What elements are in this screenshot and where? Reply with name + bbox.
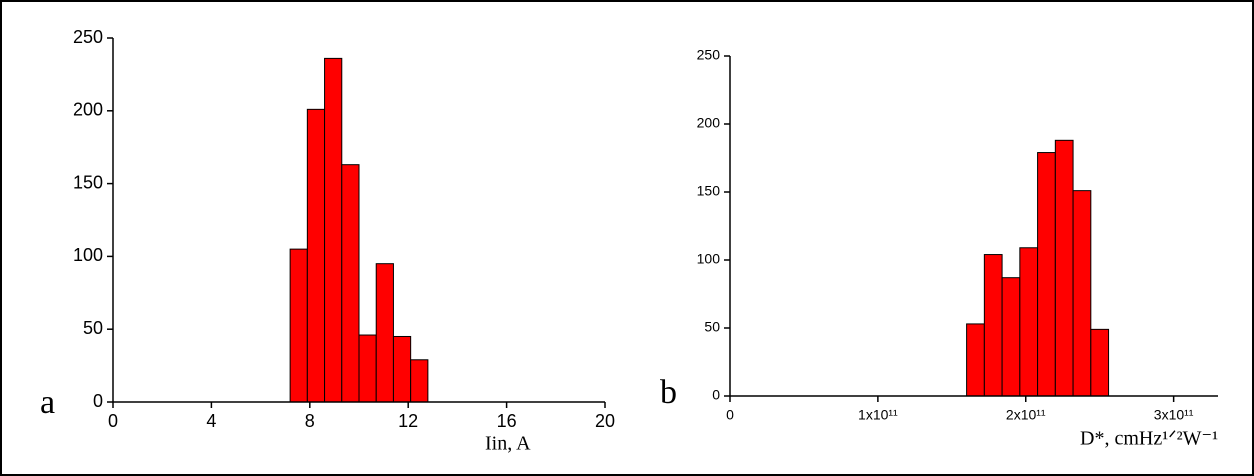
bar — [375, 263, 394, 403]
y-tick-label: 150 — [697, 183, 721, 199]
y-tick-label: 100 — [73, 245, 103, 265]
x-axis-label: Iin, A — [485, 433, 531, 455]
x-tick-label: 1x10¹¹ — [858, 407, 898, 423]
y-tick-label: 0 — [712, 387, 720, 403]
x-axis-label: D*, cmHz¹ᐟ²W⁻¹ — [1080, 428, 1218, 450]
bar — [324, 57, 343, 403]
x-tick-label: 2x10¹¹ — [1006, 407, 1046, 423]
bar — [341, 164, 360, 403]
bar — [1072, 190, 1092, 397]
x-tick-label: 12 — [398, 411, 418, 431]
y-tick-label: 200 — [697, 115, 721, 131]
bar — [1054, 139, 1074, 397]
bar — [358, 334, 377, 403]
y-tick-label: 0 — [93, 391, 103, 411]
x-tick-label: 8 — [305, 411, 315, 431]
x-tick-label: 20 — [595, 411, 615, 431]
panel-label: a — [40, 384, 55, 421]
y-tick-label: 250 — [697, 47, 721, 63]
bar — [966, 323, 985, 397]
bar — [392, 335, 412, 403]
bar — [410, 359, 429, 403]
bar — [1090, 328, 1110, 397]
y-tick-label: 200 — [73, 100, 103, 120]
y-tick-label: 50 — [704, 319, 720, 335]
bar — [289, 248, 308, 403]
bar — [1019, 247, 1039, 397]
y-tick-label: 50 — [83, 318, 103, 338]
x-tick-label: 0 — [108, 411, 118, 431]
bar — [1001, 277, 1021, 397]
y-tick-label: 100 — [697, 251, 721, 267]
x-tick-label: 16 — [497, 411, 517, 431]
panel-label: b — [660, 374, 677, 411]
x-tick-label: 3x10¹¹ — [1154, 407, 1194, 423]
y-tick-label: 150 — [73, 172, 103, 192]
x-tick-label: 0 — [726, 407, 734, 423]
bar — [983, 254, 1003, 397]
x-tick-label: 4 — [206, 411, 216, 431]
y-tick-label: 250 — [73, 27, 103, 47]
bar — [1037, 152, 1056, 397]
bar — [306, 108, 326, 403]
